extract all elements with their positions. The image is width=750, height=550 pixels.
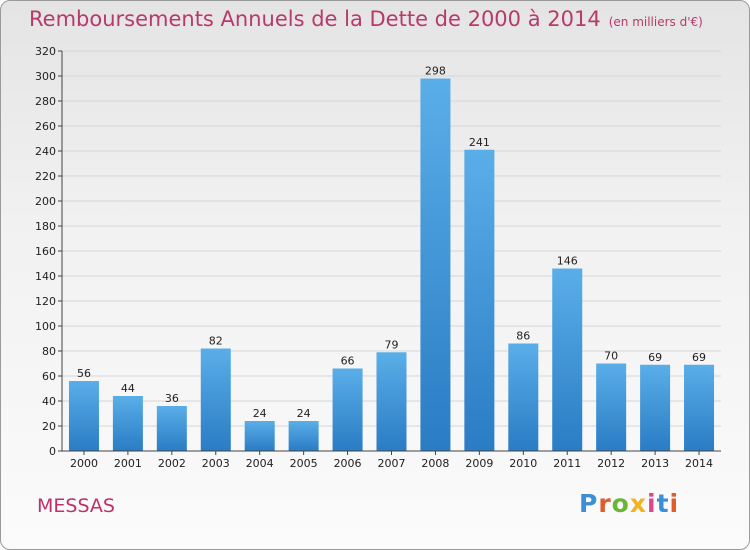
bar [376,352,407,451]
data-label: 69 [692,351,706,364]
chart-title-text: Remboursements Annuels de la Dette de 20… [29,7,601,31]
y-tick-label: 300 [35,70,56,83]
data-label: 146 [557,255,578,268]
data-label: 36 [165,392,179,405]
data-label: 241 [469,136,490,149]
x-tick-label: 2003 [202,457,230,470]
data-label: 69 [648,351,662,364]
bar [508,343,539,451]
y-tick-label: 160 [35,245,56,258]
x-tick-label: 2007 [378,457,406,470]
data-label: 70 [604,350,618,363]
y-tick-label: 100 [35,320,56,333]
bar [596,363,627,451]
data-label: 86 [516,330,530,343]
y-tick-label: 80 [42,345,56,358]
data-label: 24 [253,407,267,420]
bar [156,406,187,451]
data-label: 56 [77,367,91,380]
y-tick-label: 180 [35,220,56,233]
y-tick-label: 140 [35,270,56,283]
bar [112,396,143,451]
y-tick-label: 320 [35,45,56,58]
x-tick-label: 2004 [246,457,274,470]
chart-title: Remboursements Annuels de la Dette de 20… [29,7,703,31]
data-label: 82 [209,335,223,348]
logo-letter: t [656,489,670,518]
x-tick-label: 2006 [334,457,362,470]
x-tick-label: 2009 [465,457,493,470]
town-name: MESSAS [37,495,115,517]
data-label: 44 [121,382,135,395]
x-tick-label: 2012 [597,457,625,470]
logo-letter: i [669,489,680,518]
y-tick-label: 280 [35,95,56,108]
bar [200,348,231,451]
x-tick-label: 2000 [70,457,98,470]
bar [552,268,583,451]
logo-letter: r [598,489,612,518]
x-tick-label: 2008 [421,457,449,470]
y-tick-label: 60 [42,370,56,383]
bar [420,78,451,451]
data-label: 298 [425,65,446,78]
y-tick-label: 20 [42,420,56,433]
proxiti-logo[interactable]: Proxiti [579,489,679,518]
x-tick-label: 2001 [114,457,142,470]
y-tick-label: 220 [35,170,56,183]
logo-letter: o [611,489,630,518]
unit-label: (en milliers d'€) [608,15,703,29]
y-tick-label: 260 [35,120,56,133]
y-tick-label: 200 [35,195,56,208]
bar [68,381,99,451]
bar [332,368,363,451]
data-label: 24 [297,407,311,420]
bar [464,149,495,451]
logo-letter: i [647,489,657,518]
y-tick-label: 0 [49,445,56,458]
y-tick-label: 240 [35,145,56,158]
x-tick-label: 2014 [685,457,713,470]
y-tick-label: 40 [42,395,56,408]
bar [640,364,671,451]
axis-layer: 0 20 40 60 80 100 120 140 160 180 200 220 240 260 280 3… [35,45,721,470]
x-tick-label: 2011 [553,457,581,470]
bar [288,421,319,451]
y-tick-label: 120 [35,295,56,308]
data-label: 79 [385,338,399,351]
x-tick-label: 2002 [158,457,186,470]
bar [244,421,275,451]
data-label: 66 [341,355,355,368]
x-tick-label: 2010 [509,457,537,470]
bar-layer: 56 44 36 82 24 24 66 79 298 241 86 146 70 69 69 [68,65,715,451]
x-tick-label: 2013 [641,457,669,470]
logo-letter: x [629,489,647,518]
x-tick-label: 2005 [290,457,318,470]
logo-letter: P [579,489,599,518]
bar [684,364,715,451]
